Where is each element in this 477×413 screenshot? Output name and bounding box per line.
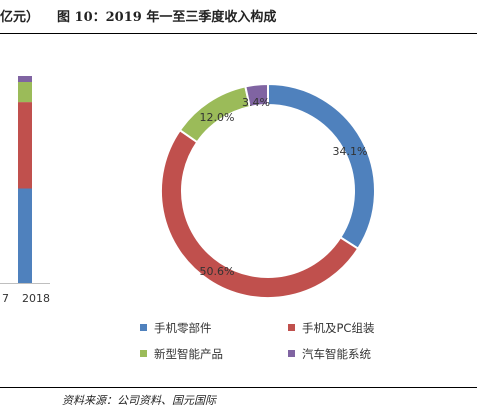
bar-segment-1 [18,188,32,283]
donut-data-label-1: 34.1% [333,145,368,158]
legend-swatch-2 [288,324,295,331]
legend-label-3: 新型智能产品 [154,347,223,361]
header-fragment: 亿元） [0,10,40,25]
legend-swatch-4 [288,350,295,357]
donut-data-label-4: 3.4% [242,96,270,109]
donut-data-label-2: 50.6% [200,265,235,278]
donut-data-label-3: 12.0% [200,111,235,124]
donut-slice-2 [159,128,360,300]
bar-segment-2 [18,102,32,189]
bar-segment-4 [18,76,32,82]
legend-swatch-3 [140,350,147,357]
bottom-rule [0,387,477,388]
legend-label-4: 汽车智能系统 [302,347,371,361]
bar-tick-label-prev: 7 [2,292,9,305]
legend-label-2: 手机及PC组装 [302,321,375,335]
donut-chart: 34.1% 50.6% 12.0% 3.4% [159,82,376,300]
legend-swatch-1 [140,324,147,331]
figure-title: 图 10：2019 年一至三季度收入构成 [57,10,277,25]
bar-tick-label: 2018 [22,292,50,305]
legend-label-1: 手机零部件 [154,321,212,335]
bar-segment-3 [18,82,32,103]
top-rule [0,33,477,34]
chart-area: 7 2018 34.1% 50.6% 12.0% 3.4% 手机零部件 手机及PC组装新型… [0,76,376,361]
source-note: 资料来源：公司资料、国元国际 [62,394,216,407]
partial-bar-chart: 7 2018 [0,76,50,305]
donut-slice-1 [267,82,376,251]
donut-slice-4 [244,82,269,109]
